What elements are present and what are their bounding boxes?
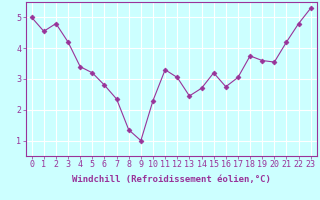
X-axis label: Windchill (Refroidissement éolien,°C): Windchill (Refroidissement éolien,°C) <box>72 175 271 184</box>
